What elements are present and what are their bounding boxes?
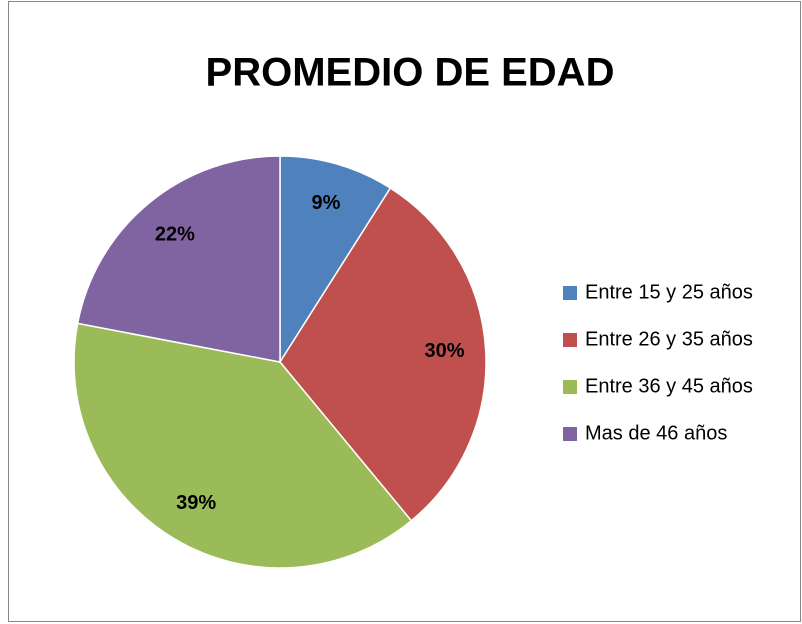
legend-label: Entre 26 y 35 años (585, 328, 753, 350)
data-label: 39% (176, 492, 216, 514)
data-label: 30% (424, 340, 464, 362)
pie-slice (73, 322, 413, 569)
legend-label: Entre 36 y 45 años (585, 375, 753, 397)
legend-swatch (563, 286, 577, 300)
legend-label: Entre 15 y 25 años (585, 281, 753, 303)
legend-swatch (563, 333, 577, 347)
data-label: 9% (312, 192, 341, 214)
legend-label: Mas de 46 años (585, 422, 727, 444)
pie-slice (76, 155, 281, 363)
chart-title: PROMEDIO DE EDAD (206, 51, 615, 95)
data-label: 22% (155, 223, 195, 245)
pie-slice (279, 155, 392, 365)
legend-swatch (563, 380, 577, 394)
legend-swatch (563, 427, 577, 441)
pie-slice (279, 187, 487, 522)
